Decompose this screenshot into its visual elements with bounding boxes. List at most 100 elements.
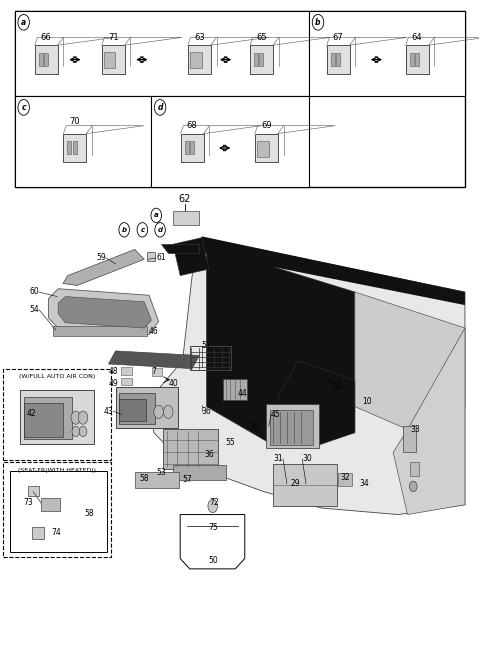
Bar <box>310 10 465 96</box>
Bar <box>406 45 429 74</box>
Circle shape <box>18 14 29 30</box>
Circle shape <box>71 411 81 424</box>
Polygon shape <box>58 297 152 328</box>
Polygon shape <box>63 249 144 285</box>
Circle shape <box>18 100 29 115</box>
Circle shape <box>208 499 217 512</box>
Bar <box>336 53 340 66</box>
Text: 69: 69 <box>261 121 272 131</box>
Bar <box>24 397 72 440</box>
Bar <box>223 379 247 400</box>
Bar <box>72 141 77 154</box>
Text: a: a <box>21 18 26 27</box>
Polygon shape <box>149 237 465 514</box>
Bar <box>190 52 202 68</box>
Text: 54: 54 <box>29 305 39 314</box>
Circle shape <box>137 222 148 237</box>
Text: 66: 66 <box>41 33 51 42</box>
Polygon shape <box>393 328 465 514</box>
Bar <box>410 462 419 476</box>
Bar <box>152 368 161 376</box>
Circle shape <box>163 405 173 419</box>
Bar <box>135 472 179 488</box>
Bar <box>173 466 226 480</box>
Text: 53: 53 <box>156 468 166 476</box>
Bar <box>3 462 111 557</box>
Circle shape <box>151 208 161 222</box>
Text: 75: 75 <box>209 523 218 532</box>
Text: 73: 73 <box>24 499 33 507</box>
Bar <box>257 141 269 157</box>
Text: 64: 64 <box>412 33 422 42</box>
Text: 36: 36 <box>204 450 214 459</box>
Bar <box>273 464 337 506</box>
Text: 71: 71 <box>108 33 119 42</box>
Text: (SEAT-FR(WITH HEATED)): (SEAT-FR(WITH HEATED)) <box>18 468 96 473</box>
Bar <box>32 527 44 539</box>
Bar <box>102 45 125 74</box>
Bar <box>190 141 194 154</box>
Text: 51: 51 <box>202 341 211 350</box>
Bar <box>326 45 349 74</box>
Text: 44: 44 <box>238 389 247 398</box>
Circle shape <box>155 222 165 237</box>
Polygon shape <box>180 514 245 569</box>
Text: 36: 36 <box>250 422 259 431</box>
Bar <box>250 45 273 74</box>
Bar <box>121 379 132 385</box>
Bar <box>163 430 218 469</box>
Text: 50: 50 <box>209 556 218 565</box>
Bar <box>190 346 231 370</box>
Bar <box>120 399 146 421</box>
Polygon shape <box>355 292 465 430</box>
Text: c: c <box>22 103 26 112</box>
Text: 30: 30 <box>302 455 312 463</box>
Bar <box>409 53 414 66</box>
Text: c: c <box>140 227 144 233</box>
Bar <box>120 394 156 424</box>
Bar <box>20 390 94 444</box>
Text: 67: 67 <box>333 33 344 42</box>
Text: 33: 33 <box>410 425 420 434</box>
Polygon shape <box>161 244 199 253</box>
Polygon shape <box>202 236 465 305</box>
Text: 31: 31 <box>274 455 283 463</box>
Text: 58: 58 <box>139 474 149 483</box>
Text: 49: 49 <box>108 379 118 388</box>
Bar <box>338 474 351 486</box>
Bar <box>35 45 58 74</box>
Text: 7: 7 <box>152 367 156 377</box>
Bar <box>116 387 178 428</box>
Text: 62: 62 <box>179 194 191 204</box>
Bar <box>10 471 107 552</box>
Text: 63: 63 <box>194 33 204 42</box>
Text: d: d <box>157 227 163 233</box>
Bar <box>259 53 264 66</box>
Text: 68: 68 <box>187 121 197 131</box>
Text: 72: 72 <box>209 499 218 507</box>
Circle shape <box>312 14 324 30</box>
Text: 29: 29 <box>290 479 300 487</box>
Text: d: d <box>157 103 163 112</box>
Bar <box>184 141 189 154</box>
Text: 55: 55 <box>226 438 235 447</box>
Polygon shape <box>108 351 199 369</box>
Text: 10: 10 <box>362 397 372 406</box>
Text: b: b <box>121 227 127 233</box>
Bar <box>152 96 310 187</box>
Circle shape <box>409 482 417 491</box>
Bar <box>121 367 132 375</box>
Text: 32: 32 <box>340 473 350 482</box>
Text: 60: 60 <box>29 287 39 297</box>
Text: 43: 43 <box>103 407 113 416</box>
Text: 34: 34 <box>360 479 370 487</box>
Text: 58: 58 <box>84 509 94 518</box>
Bar <box>53 326 147 336</box>
Bar <box>28 486 39 496</box>
Bar <box>63 134 86 163</box>
Bar <box>67 141 72 154</box>
Bar <box>415 53 419 66</box>
Text: 48: 48 <box>108 367 118 377</box>
Bar <box>188 45 211 74</box>
Text: 45: 45 <box>271 410 281 419</box>
